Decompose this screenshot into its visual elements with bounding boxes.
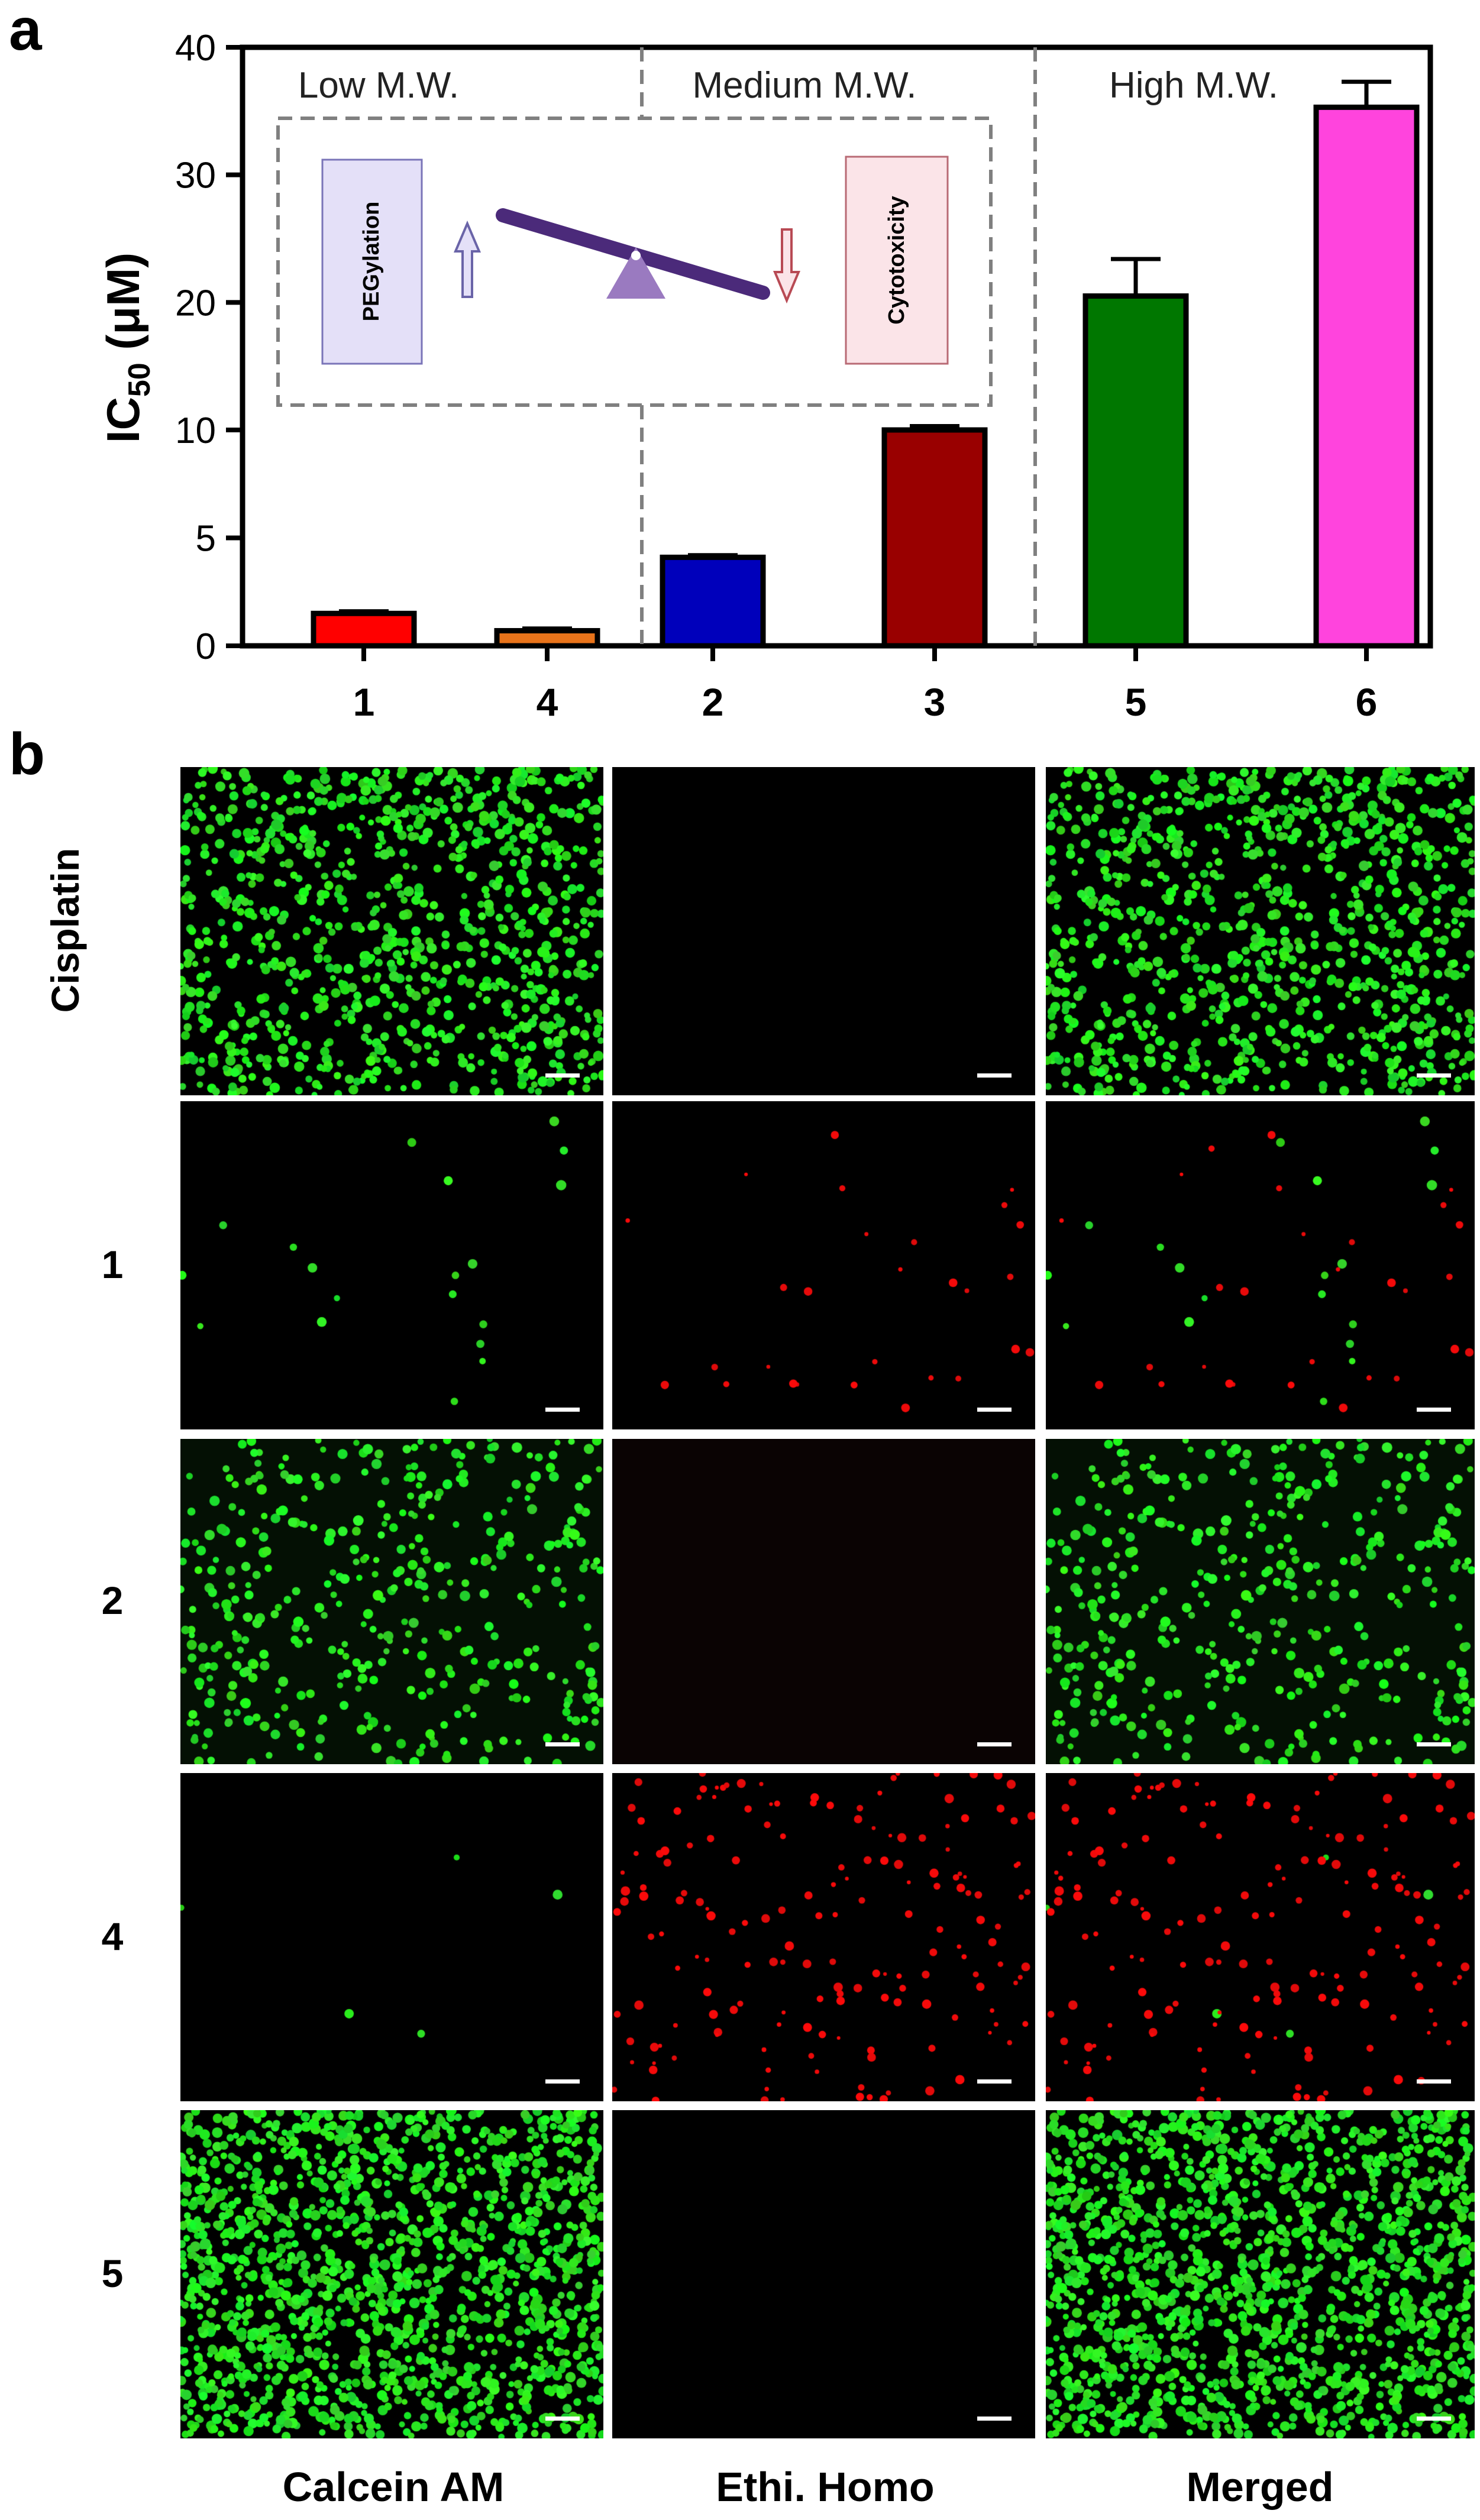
micrograph-image (612, 1773, 1035, 2101)
micrograph-panel (180, 1773, 603, 2101)
micrograph-panel (612, 767, 1035, 1095)
micrograph-image (180, 1439, 603, 1764)
micrograph-panel (180, 2110, 603, 2438)
micrograph-image (612, 1101, 1035, 1429)
micrograph-panel (180, 767, 603, 1095)
micrograph-panel (612, 1101, 1035, 1429)
micrograph-panel (612, 1439, 1035, 1764)
arrow-down-icon (773, 228, 800, 304)
micrograph-panel (1046, 2110, 1475, 2438)
scale-bar (545, 1073, 580, 1078)
micrograph-panel (1046, 1439, 1475, 1764)
row-label: Cisplatin (43, 847, 87, 1012)
bar (660, 554, 766, 649)
scale-bar (1417, 1073, 1451, 1078)
x-tick-label: 6 (1356, 680, 1378, 724)
micrograph-image (612, 1439, 1035, 1764)
micrograph-panel (180, 1439, 603, 1764)
scale-bar (977, 1742, 1012, 1746)
y-tick-label: 40 (175, 28, 216, 69)
row-label: 5 (101, 2251, 124, 2295)
micrograph-image (612, 2110, 1035, 2438)
row-label: 1 (101, 1242, 124, 1286)
scale-bar (545, 2417, 580, 2421)
micrograph-panel (180, 1101, 603, 1429)
y-axis-label: IC50 (μM) (97, 253, 157, 443)
column-label: Calcein AM (282, 2464, 505, 2510)
ic50-bar-chart: 0 5 10 20 30 40 IC50 (μM) Low M.W. Medium M.W. Hi… (97, 28, 1433, 724)
bar (1082, 293, 1189, 649)
cytotoxicity-label: Cytotoxicity (884, 196, 909, 324)
y-tick-label: 5 (196, 519, 216, 559)
y-tick-label: 10 (175, 410, 216, 451)
scale-bar (977, 1408, 1012, 1412)
y-tick-label: 30 (175, 156, 216, 196)
x-tick-label: 5 (1125, 680, 1147, 724)
bar (1313, 104, 1420, 649)
x-tick-label: 2 (702, 680, 724, 724)
plot-frame (240, 44, 1433, 649)
micrograph-image (180, 1773, 603, 2101)
micrograph-panel (1046, 1773, 1475, 2101)
region-label: Medium M.W. (693, 65, 917, 106)
micrograph-image (180, 1101, 603, 1429)
micrograph-image (1046, 767, 1475, 1095)
column-label: Ethi. Homo (716, 2464, 935, 2510)
x-tick-label: 3 (924, 680, 946, 724)
micrograph-image (1046, 1773, 1475, 2101)
panel-label-b: b (9, 721, 46, 787)
x-tick-label: 1 (353, 680, 375, 724)
micrograph-panel (1046, 767, 1475, 1095)
micrograph-panel (612, 1773, 1035, 2101)
scale-bar (545, 2079, 580, 2084)
scale-bar (545, 1742, 580, 1746)
scale-bar (1417, 1742, 1451, 1746)
micrograph-image (612, 767, 1035, 1095)
row-label: 4 (101, 1914, 124, 1958)
column-label: Merged (1186, 2464, 1334, 2510)
seesaw-pivot (631, 251, 641, 260)
pegylation-box (321, 158, 423, 365)
scale-bar (1417, 2079, 1451, 2084)
y-tick-label: 0 (196, 626, 216, 667)
scale-bar (977, 2079, 1012, 2084)
cytotoxicity-box (845, 156, 949, 365)
region-label: High M.W. (1109, 65, 1278, 106)
pegylation-label: PEGylation (359, 202, 384, 322)
x-tick-label: 4 (537, 680, 558, 724)
arrow-up-icon (453, 220, 482, 298)
row-label: 2 (101, 1578, 124, 1622)
micrograph-panel (1046, 1101, 1475, 1429)
scale-bar (1417, 2417, 1451, 2421)
scale-bar (545, 1408, 580, 1412)
micrograph-image (1046, 2110, 1475, 2438)
scale-bar (977, 2417, 1012, 2421)
y-tick-label: 20 (175, 283, 216, 324)
micrograph-image (180, 767, 603, 1095)
panel-label-a: a (9, 0, 42, 63)
micrograph-image (1046, 1439, 1475, 1764)
seesaw-fulcrum (606, 247, 665, 299)
region-label: Low M.W. (298, 65, 459, 106)
scale-bar (1417, 1408, 1451, 1412)
micrograph-image (180, 2110, 603, 2438)
micrograph-image (1046, 1101, 1475, 1429)
scale-bar (977, 1073, 1012, 1078)
micrograph-panel (612, 2110, 1035, 2438)
